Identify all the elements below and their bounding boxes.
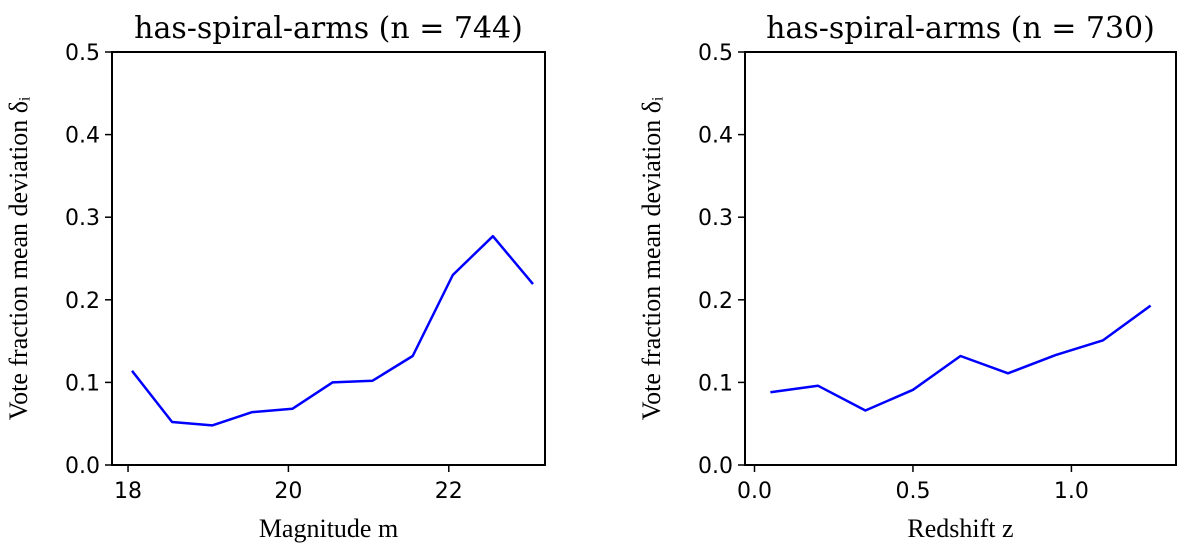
panel-2-ytick-label: 0.5: [698, 41, 733, 66]
panel-1-title: has-spiral-arms (n = 744): [134, 11, 523, 46]
panel-1-x-axis-label: Magnitude m: [259, 514, 398, 543]
panel-2-ytick-label: 0.3: [698, 206, 733, 231]
panel-2-y-axis-label: Vote fraction mean deviation δᵢ: [637, 96, 666, 420]
panel-2-axes-frame: [744, 51, 1177, 466]
panel-1-axes-frame: [111, 51, 546, 466]
panel-1-xtick-label: 22: [435, 479, 463, 504]
panel-2-ytick-label: 0.2: [698, 289, 733, 314]
panel-2-xtick-label: 0.0: [737, 479, 772, 504]
panel-1-ytick-label: 0.5: [65, 41, 100, 66]
panel-2-ytick-label: 0.0: [698, 454, 733, 479]
panel-2-xtick-label: 0.5: [895, 479, 930, 504]
panel-2-x-axis-label: Redshift z: [907, 514, 1013, 543]
panel-2-chart: has-spiral-arms (n = 730) 0.0 0.1 0.2 0.3 0.4…: [637, 11, 1177, 543]
panel-1-y-axis-label: Vote fraction mean deviation δᵢ: [4, 96, 33, 420]
panel-2-title: has-spiral-arms (n = 730): [766, 11, 1155, 46]
panel-1-chart: has-spiral-arms (n = 744) 0.0 0.1 0.2 0.3 0.4…: [4, 11, 546, 543]
panel-2-ytick-label: 0.4: [698, 124, 733, 149]
panel-1-ytick-label: 0.3: [65, 206, 100, 231]
panel-2-xtick-label: 1.0: [1054, 479, 1089, 504]
panel-1-series-line: [131, 234, 534, 427]
panel-1-ytick-label: 0.1: [65, 371, 100, 396]
panel-1-xtick-label: 18: [114, 479, 142, 504]
panel-2-ytick-label: 0.1: [698, 371, 733, 396]
panel-2-series-line: [770, 304, 1152, 412]
panel-1-xtick-label: 20: [274, 479, 302, 504]
panel-1-ytick-label: 0.4: [65, 124, 100, 149]
panel-1-ytick-label: 0.2: [65, 289, 100, 314]
panel-1-ytick-label: 0.0: [65, 454, 100, 479]
